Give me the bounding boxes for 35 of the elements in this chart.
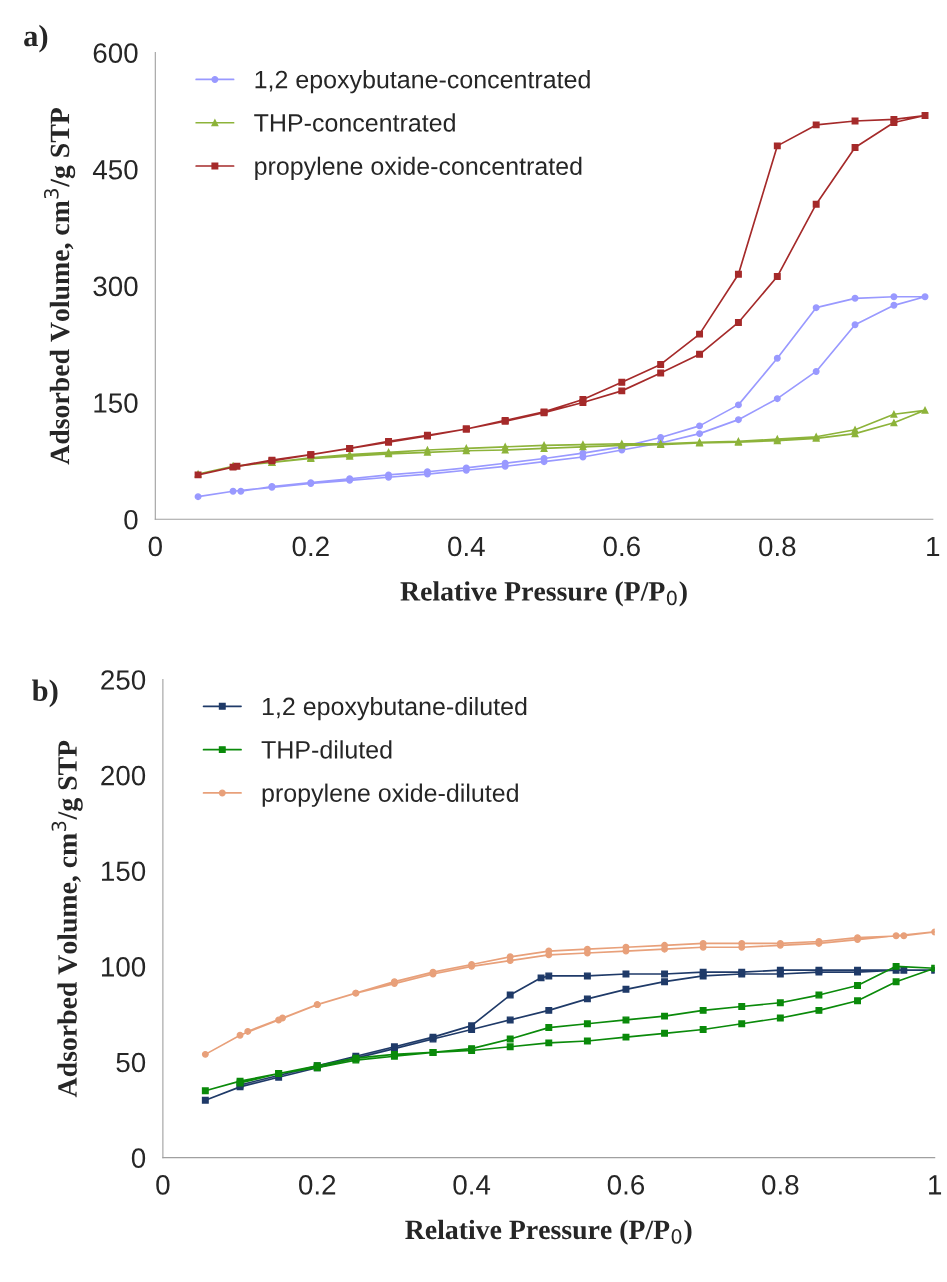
y-tick-label: 600 bbox=[93, 43, 138, 63]
x-tick-label: 0.2 bbox=[292, 536, 329, 557]
y-tick-label: 250 bbox=[101, 670, 146, 690]
legend-label: THP-diluted bbox=[261, 740, 392, 759]
x-tick-label: 0.8 bbox=[762, 1175, 799, 1195]
chart-title: b) bbox=[32, 679, 58, 708]
y-axis-title: Adsorbed Volume, cm$^{3}$/g STP bbox=[43, 108, 76, 465]
x-tick-label: 0.6 bbox=[607, 1175, 645, 1195]
x-axis-title: Relative Pressure (P/P$_{0}$) bbox=[400, 581, 687, 607]
x-tick-label: 1 bbox=[929, 1175, 942, 1195]
y-tick-label: 450 bbox=[92, 159, 138, 180]
x-tick-label: 0.4 bbox=[448, 536, 485, 557]
x-tick-label: 0.6 bbox=[603, 536, 640, 557]
x-tick-label: 0 bbox=[148, 536, 162, 557]
legend-label: propylene oxide-diluted bbox=[262, 783, 518, 807]
y-axis-title: Adsorbed Volume, cm$^{3}$/g STP bbox=[51, 740, 83, 1098]
legend-label: THP-concentrated bbox=[254, 113, 455, 132]
y-tick-label: 0 bbox=[124, 509, 138, 530]
y-tick-label: 100 bbox=[101, 957, 146, 977]
y-tick-label: 200 bbox=[101, 765, 146, 786]
x-axis-title: Relative Pressure (P/P$_{0}$) bbox=[405, 1219, 692, 1245]
x-tick-label: 1 bbox=[927, 536, 940, 557]
y-tick-label: 300 bbox=[93, 276, 138, 297]
y-tick-label: 50 bbox=[116, 1052, 146, 1073]
y-tick-label: 150 bbox=[94, 393, 138, 413]
x-tick-label: 0.2 bbox=[299, 1175, 336, 1195]
legend-label: propylene oxide-concentrated bbox=[255, 156, 582, 180]
x-tick-label: 0.8 bbox=[759, 536, 796, 557]
y-tick-label: 150 bbox=[101, 861, 146, 882]
legend-label: 1,2 epoxybutane-diluted bbox=[262, 696, 527, 721]
y-tick-label: 0 bbox=[131, 1148, 146, 1168]
x-tick-label: 0 bbox=[156, 1175, 170, 1195]
chart-title: a) bbox=[24, 24, 48, 53]
legend-label: 1,2 epoxybutane-concentrated bbox=[255, 70, 590, 94]
x-tick-label: 0.4 bbox=[453, 1175, 491, 1195]
